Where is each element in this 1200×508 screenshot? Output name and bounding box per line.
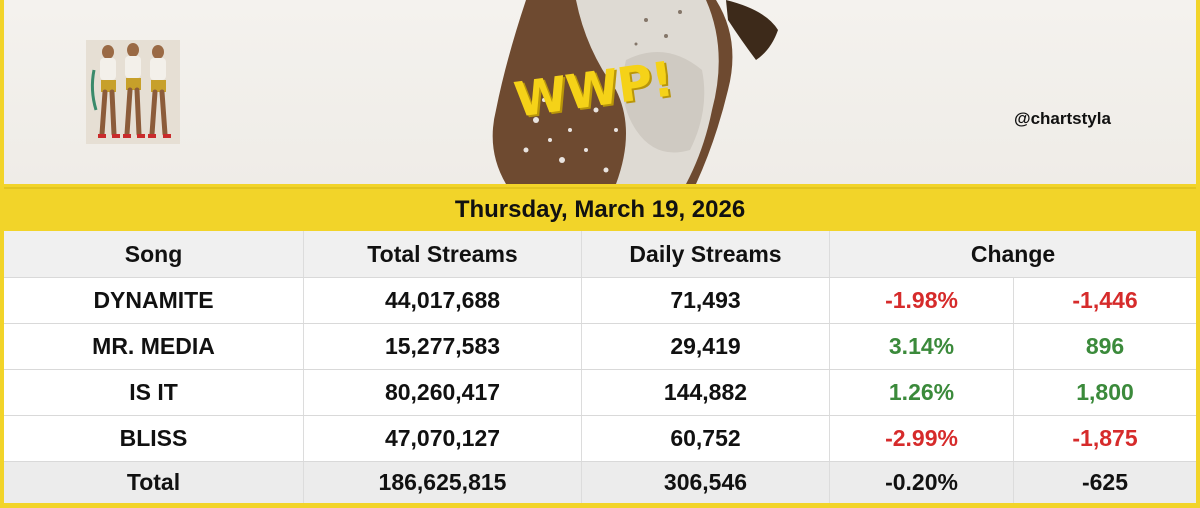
song-name: MR. MEDIA	[4, 323, 304, 369]
change-percent: 1.26%	[830, 369, 1014, 415]
total-streams-sum: 186,625,815	[304, 461, 582, 503]
total-streams: 47,070,127	[304, 415, 582, 461]
song-name: DYNAMITE	[4, 277, 304, 323]
header-banner: WWP! @chartstyla	[4, 0, 1196, 184]
total-streams: 44,017,688	[304, 277, 582, 323]
row-divider	[4, 277, 1196, 278]
change-percent: 3.14%	[830, 323, 1014, 369]
header-total-streams: Total Streams	[304, 231, 582, 277]
row-divider	[4, 369, 1196, 370]
song-name: IS IT	[4, 369, 304, 415]
total-label: Total	[4, 461, 304, 503]
table-total-row: Total 186,625,815 306,546 -0.20% -625	[4, 461, 1196, 503]
change-absolute: 1,800	[1076, 378, 1134, 405]
change-percent: -2.99%	[830, 415, 1014, 461]
table-row: IS IT 80,260,417 144,882 1.26% 1,800	[4, 369, 1196, 415]
hero-image	[466, 0, 796, 184]
total-streams: 15,277,583	[304, 323, 582, 369]
total-streams: 80,260,417	[304, 369, 582, 415]
song-name: BLISS	[4, 415, 304, 461]
change-absolute: 896	[1085, 332, 1125, 359]
daily-streams: 60,752	[582, 415, 830, 461]
album-cover-image	[86, 40, 180, 144]
daily-streams: 71,493	[582, 277, 830, 323]
change-absolute: -1,446	[1072, 286, 1138, 313]
table-row: BLISS 47,070,127 60,752 -2.99% -1,875	[4, 415, 1196, 461]
change-percent: -1.98%	[830, 277, 1014, 323]
row-divider	[4, 461, 1196, 462]
change-absolute: -1,875	[1072, 424, 1138, 451]
streams-table: Song Total Streams Daily Streams Change …	[4, 231, 1196, 503]
row-divider	[4, 323, 1196, 324]
header-song: Song	[4, 231, 304, 277]
total-change-absolute: -625	[1081, 468, 1129, 495]
account-handle: @chartstyla	[1014, 109, 1111, 128]
header-daily-streams: Daily Streams	[582, 231, 830, 277]
daily-streams-sum: 306,546	[582, 461, 830, 503]
row-divider	[4, 415, 1196, 416]
daily-streams: 144,882	[582, 369, 830, 415]
header-change: Change	[970, 240, 1056, 267]
table-header-row: Song Total Streams Daily Streams Change	[4, 231, 1196, 277]
table-row: MR. MEDIA 15,277,583 29,419 3.14% 896	[4, 323, 1196, 369]
daily-streams: 29,419	[582, 323, 830, 369]
total-change-percent: -0.20%	[830, 461, 1014, 503]
date-heading: Thursday, March 19, 2026	[4, 187, 1196, 231]
table-row: DYNAMITE 44,017,688 71,493 -1.98% -1,446	[4, 277, 1196, 323]
